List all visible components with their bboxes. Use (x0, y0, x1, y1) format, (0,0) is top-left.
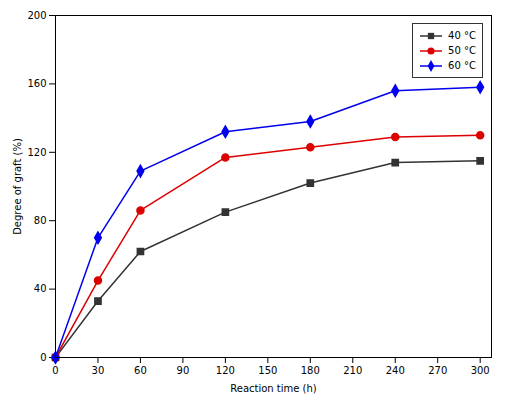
svg-text:120: 120 (27, 147, 46, 158)
html-text:50 °C: 50 °C (448, 45, 476, 56)
svg-text:30: 30 (92, 365, 105, 376)
svg-text:0: 0 (52, 365, 58, 376)
svg-text:60: 60 (134, 365, 147, 376)
svg-text:80: 80 (34, 215, 47, 226)
svg-text:Degree of graft (%): Degree of graft (%) (12, 138, 23, 235)
svg-text:150: 150 (258, 365, 277, 376)
svg-text:40: 40 (34, 283, 47, 294)
svg-text:270: 270 (428, 365, 447, 376)
svg-text:210: 210 (343, 365, 362, 376)
html-text:60 °C: 60 °C (448, 60, 476, 71)
svg-text:Reaction time (h): Reaction time (h) (230, 383, 317, 394)
html-text:40 °C: 40 °C (448, 30, 476, 41)
svg-text:180: 180 (301, 365, 320, 376)
svg-text:300: 300 (471, 365, 490, 376)
svg-text:240: 240 (386, 365, 405, 376)
svg-text:90: 90 (177, 365, 190, 376)
svg-text:200: 200 (27, 10, 46, 21)
svg-text:0: 0 (40, 352, 46, 363)
svg-text:160: 160 (27, 78, 46, 89)
svg-text:120: 120 (216, 365, 235, 376)
